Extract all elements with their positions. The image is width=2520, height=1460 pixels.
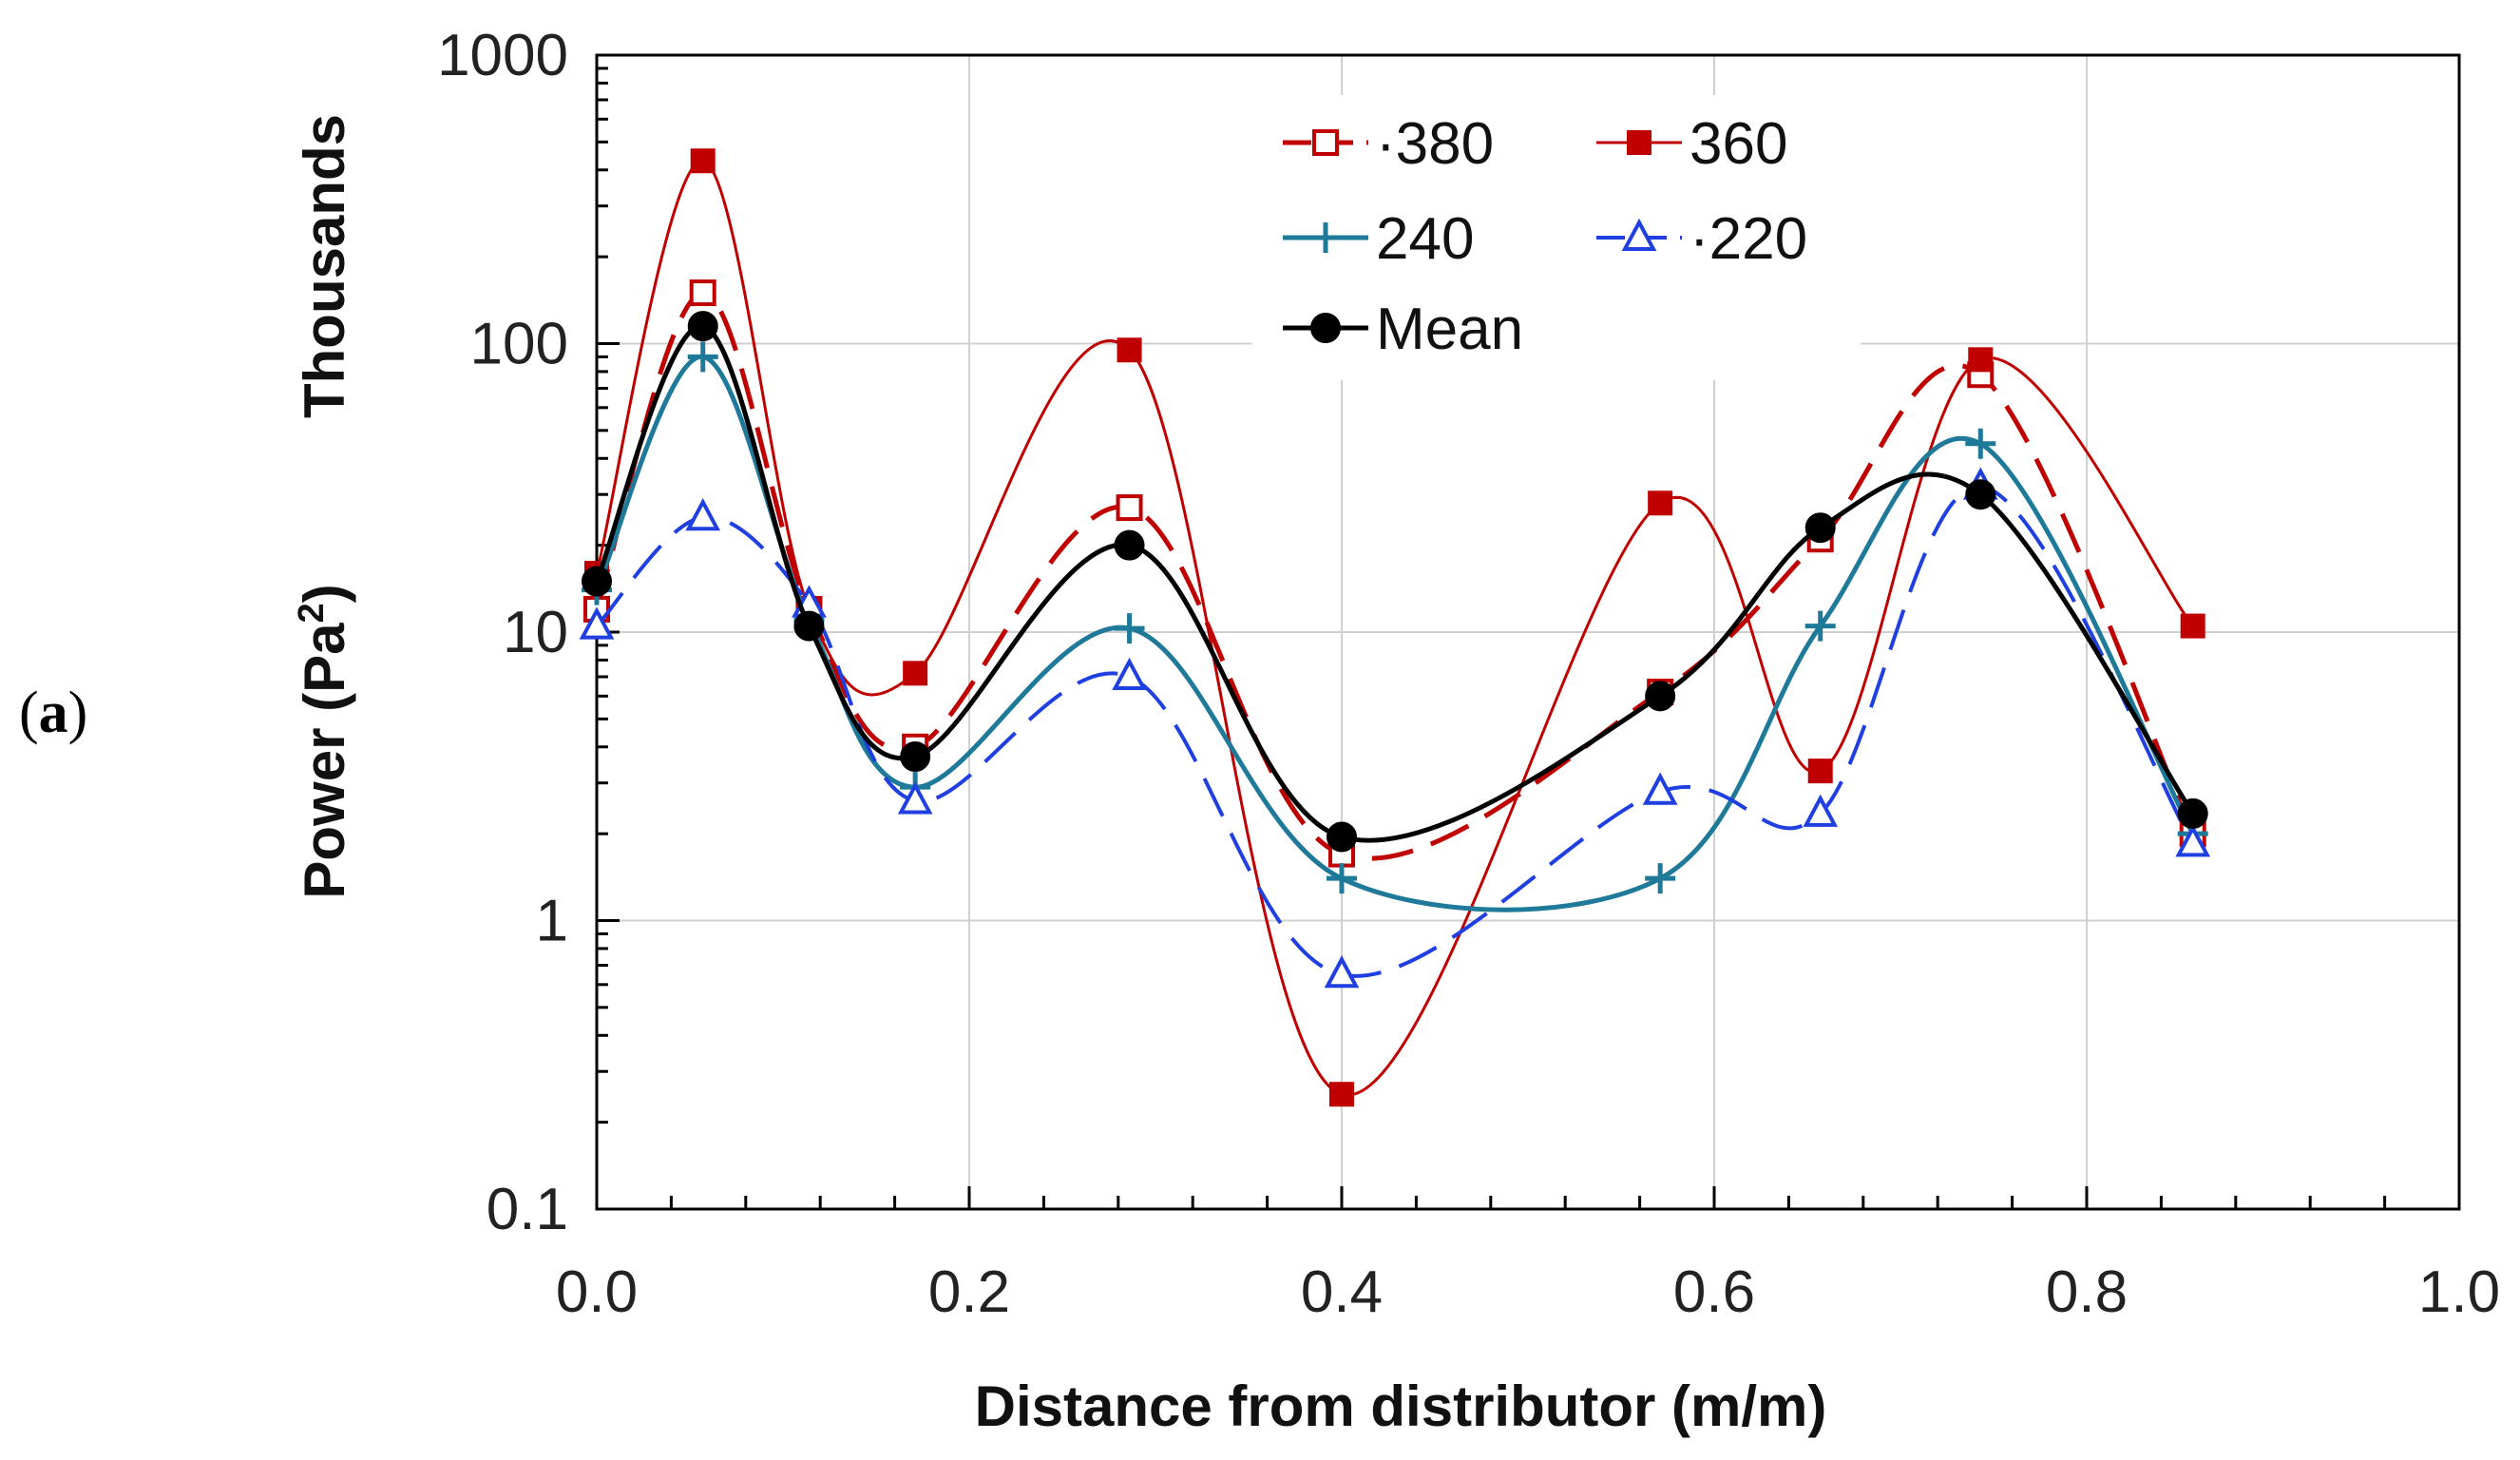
y-tick-label: 1: [536, 889, 568, 954]
legend-item-380: ·380: [1283, 111, 1494, 177]
data-point-mean: [1965, 479, 1996, 510]
legend-marker: [1310, 222, 1341, 253]
series-layer: [579, 148, 2211, 1107]
x-tick-label: 0.2: [928, 1259, 1010, 1325]
x-tick-label: 0.6: [1673, 1259, 1755, 1325]
data-point-220: [897, 781, 933, 815]
data-point-380: [1116, 494, 1143, 522]
series-line-360: [595, 159, 2194, 1097]
legend-label: ·380: [1376, 111, 1494, 177]
data-point-220: [1803, 794, 1839, 827]
axes-layer: 0.1 1 10 100 1000 0.0 0.2 0.4 0.6 0.8 1.0: [437, 23, 2500, 1325]
data-point-380: [689, 279, 716, 307]
legend-item-360: 360: [1596, 111, 1787, 177]
legend-label: 240: [1376, 206, 1474, 272]
data-point-240: [1965, 428, 1996, 459]
x-tick-label: 0.0: [556, 1259, 638, 1325]
series-line-220: [595, 484, 2195, 978]
data-point-220: [685, 497, 721, 531]
data-point-360: [903, 661, 928, 686]
panel-label-letter: a: [38, 681, 68, 745]
legend-marker: [1621, 218, 1657, 251]
legend-label: Mean: [1376, 297, 1523, 362]
data-point-220: [579, 606, 615, 640]
data-point-360: [1117, 337, 1142, 363]
data-point-360: [1648, 490, 1673, 516]
data-point-360: [1329, 1082, 1354, 1107]
legend-marker: [1310, 313, 1341, 343]
legend-marker: [1312, 129, 1339, 156]
data-point-mean: [793, 610, 825, 642]
data-point-220: [1324, 955, 1360, 989]
data-point-240: [1114, 613, 1145, 644]
panel-label-close: ): [67, 681, 88, 745]
data-point-240: [687, 341, 718, 373]
y-tick-label: 10: [503, 600, 568, 665]
series-line-380: [594, 290, 2195, 861]
x-tick-label: 0.8: [2046, 1259, 2128, 1325]
data-point-360: [2180, 613, 2205, 639]
data-point-mean: [582, 566, 612, 597]
y-axis-title-main: Power (Pa: [293, 623, 356, 899]
data-point-360: [1807, 759, 1833, 784]
data-point-mean: [687, 311, 718, 342]
data-point-mean: [1645, 681, 1676, 712]
x-axis-title: Distance from distributor (m/m): [975, 1374, 1827, 1438]
data-point-220: [2175, 824, 2211, 857]
y-axis-units: Thousands: [293, 114, 356, 418]
x-tick-label: 1.0: [2418, 1259, 2500, 1325]
series-line-240: [594, 354, 2195, 912]
legend-item-mean: Mean: [1283, 297, 1523, 362]
data-point-220: [1642, 772, 1678, 805]
data-point-360: [690, 148, 716, 174]
legend-item-220: ·220: [1596, 206, 1807, 272]
data-point-mean: [1114, 529, 1145, 561]
legend: ·380 360 240 ·220 Mean: [1252, 95, 1861, 380]
data-point-240: [1645, 863, 1676, 894]
data-point-mean: [2177, 797, 2208, 829]
data-point-mean: [1804, 512, 1836, 544]
legend-label: 360: [1690, 111, 1787, 177]
y-tick-label: 1000: [437, 23, 568, 88]
series-240: [582, 341, 2208, 912]
data-point-220: [1112, 657, 1147, 691]
data-point-mean: [900, 741, 931, 773]
series-line-mean: [594, 323, 2195, 843]
legend-marker: [1627, 130, 1651, 155]
y-axis-title-close: ): [293, 584, 356, 603]
legend-item-240: 240: [1283, 206, 1474, 272]
legend-label: ·220: [1690, 206, 1807, 272]
series-mean: [582, 311, 2208, 853]
data-point-240: [1327, 863, 1357, 894]
data-point-360: [1968, 347, 1994, 373]
data-point-240: [1804, 610, 1836, 642]
x-tick-label: 0.4: [1301, 1259, 1383, 1325]
panel-label-open: (: [19, 681, 39, 745]
y-tick-label: 100: [470, 312, 568, 377]
y-axis-title-sup: 2: [292, 603, 332, 623]
series-220: [579, 467, 2211, 989]
y-axis-title: Power (Pa2): [292, 584, 356, 898]
y-tick-label: 0.1: [487, 1177, 568, 1242]
panel-label: (a): [19, 680, 87, 747]
data-point-mean: [1327, 821, 1357, 853]
